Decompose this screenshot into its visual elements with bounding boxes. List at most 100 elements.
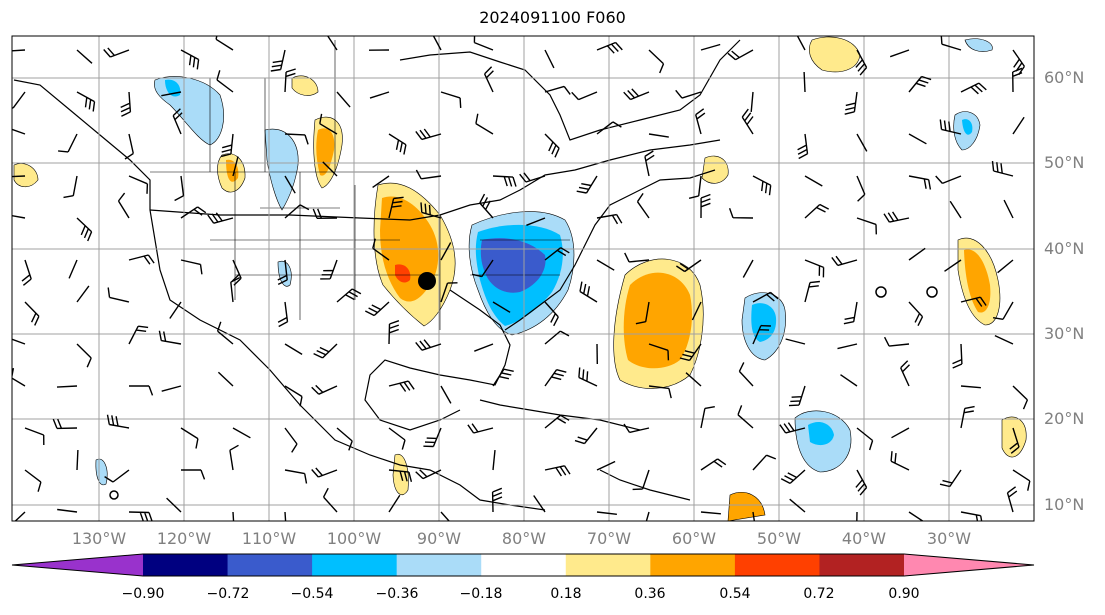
wind-barb: [221, 133, 234, 158]
wind-barbs: [12, 36, 1031, 521]
wind-barb: [750, 91, 754, 112]
wind-barb: [388, 196, 404, 219]
wind-barb: [908, 301, 924, 327]
wind-barb: [158, 330, 182, 345]
wind-barb: [473, 36, 494, 51]
wind-barb: [284, 427, 298, 453]
wind-barb: [1012, 49, 1025, 76]
lat-label: 10°N: [1044, 495, 1085, 514]
wind-barb: [544, 247, 570, 261]
wind-barb: [883, 211, 910, 223]
wind-barb: [440, 91, 462, 108]
wind-barb: [207, 212, 234, 224]
wind-barb: [336, 288, 362, 303]
colorbar-tick-label: 0.72: [803, 586, 835, 602]
wind-barb: [624, 252, 650, 263]
wind-barb: [12, 49, 26, 52]
wind-barb: [780, 469, 806, 485]
wind-barb: [519, 172, 546, 183]
wind-barb: [856, 427, 874, 451]
wind-barb: [1012, 469, 1031, 491]
wind-barb: [738, 362, 754, 387]
wind-barb: [908, 175, 932, 190]
wind-barb: [856, 511, 858, 521]
calm-circle-marker: [875, 286, 887, 298]
wind-barb: [648, 133, 669, 138]
wind-barb: [474, 343, 494, 352]
lon-label: 110°W: [241, 529, 297, 548]
wind-barb: [741, 108, 754, 135]
wind-barb: [788, 385, 806, 407]
wind-barb: [576, 175, 598, 194]
wind-barb: [270, 49, 286, 72]
wind-barb: [1012, 385, 1029, 410]
wind-barb: [76, 217, 93, 242]
wind-barb: [596, 213, 623, 225]
wind-barb: [229, 444, 239, 471]
wind-barb: [752, 291, 779, 303]
wind-barb: [544, 369, 567, 387]
lon-label: 70°W: [586, 529, 632, 548]
wind-barb: [388, 469, 413, 482]
wind-barb: [479, 193, 494, 219]
wind-barb: [232, 156, 239, 177]
wind-barb: [12, 91, 26, 109]
colorbar-tick-label: 0.90: [888, 586, 920, 602]
wind-barb: [388, 133, 407, 155]
wind-barb: [675, 89, 702, 99]
wind-barb: [779, 422, 806, 434]
wind-barb: [728, 208, 754, 219]
wind-barb: [76, 49, 93, 64]
wind-barb: [230, 276, 241, 303]
wind-barb: [440, 385, 452, 404]
wind-barb: [632, 469, 650, 491]
wind-barb: [636, 193, 650, 219]
wind-barb: [12, 338, 26, 345]
wind-barb: [727, 49, 754, 61]
wind-barb: [752, 511, 756, 521]
colorbar-extend-max: [904, 554, 1034, 576]
wind-barb: [644, 150, 655, 177]
wind-barb: [843, 301, 858, 325]
wind-barb: [277, 301, 289, 328]
wind-barb: [372, 238, 390, 261]
wind-barb: [491, 487, 503, 513]
wind-barb: [180, 259, 203, 275]
lon-label: 50°W: [756, 529, 802, 548]
wind-barb: [284, 175, 296, 194]
wind-barb: [939, 469, 962, 488]
wind-barb: [544, 85, 571, 95]
wind-barb: [76, 343, 92, 368]
colorbar-tick-label: −0.90: [121, 586, 165, 602]
wind-barb: [883, 336, 910, 347]
wind-barb: [804, 280, 820, 303]
wind-barb: [166, 497, 182, 513]
wind-barb: [1003, 199, 1014, 219]
lon-label: 100°W: [326, 529, 382, 548]
wind-barb: [804, 259, 825, 278]
wind-barb: [831, 255, 858, 267]
wind-barb: [742, 259, 754, 278]
wind-barb: [277, 259, 288, 286]
wind-barb: [579, 281, 598, 303]
map-panel: [11, 35, 1035, 522]
wind-barb: [856, 175, 866, 202]
wind-barb: [700, 458, 727, 471]
wind-barb: [313, 343, 338, 359]
wind-barb: [648, 343, 670, 361]
wind-barb: [785, 338, 806, 345]
colorbar-tick-label: −0.54: [290, 586, 334, 602]
wind-barb: [837, 343, 858, 350]
wind-barb: [596, 121, 622, 135]
wind-barb: [440, 511, 450, 521]
wind-barb: [935, 175, 962, 185]
wind-barb: [900, 360, 910, 387]
wind-barb: [544, 330, 570, 345]
wind-barb: [423, 427, 442, 448]
wind-barb: [940, 36, 962, 51]
wind-barb: [960, 82, 987, 95]
wind-barb: [128, 325, 149, 345]
wind-barb: [1006, 486, 1018, 513]
wind-barb: [216, 321, 234, 345]
wind-barb: [855, 49, 868, 76]
